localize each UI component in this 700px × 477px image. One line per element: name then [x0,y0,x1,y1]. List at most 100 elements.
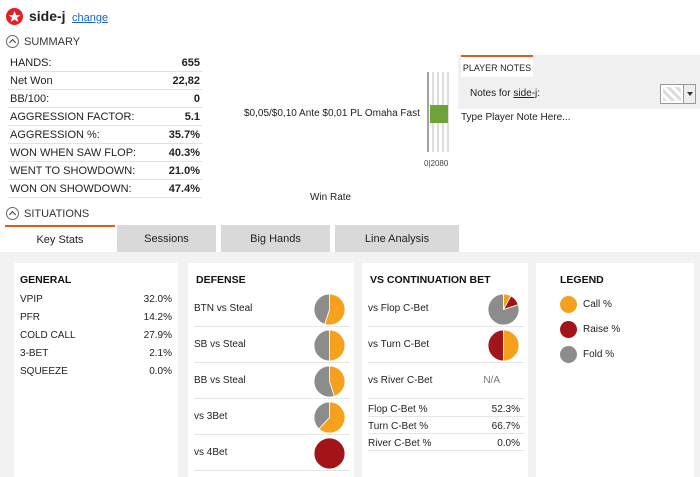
cbet-title: VS CONTINUATION BET [370,274,491,286]
general-row: 3-BET 2.1% [20,348,172,359]
defense-label: SB vs Steal [194,339,246,350]
cbet-stat-value: 52.3% [491,403,520,415]
notes-for-name: side-j [513,88,538,99]
legend-item-raise: Raise % [560,321,620,338]
cbet-label: vs River C-Bet [368,375,433,386]
cbet-stat-value: 0.0% [497,437,520,449]
pie-slice-raise [487,329,504,362]
cbet-label: vs Flop C-Bet [368,303,429,314]
stat-value: 0.0% [149,366,172,377]
summary-value: 0 [193,92,200,105]
defense-pie-chart [313,437,346,470]
pie-slice-fold [313,365,335,398]
summary-section-header[interactable]: SUMMARY [6,35,80,48]
tab-big-hands[interactable]: Big Hands [221,225,330,252]
general-row: COLD CALL 27.9% [20,330,172,341]
pie-slice-call [503,329,520,362]
stat-value: 32.0% [143,294,172,305]
legend-title: LEGEND [560,274,604,286]
stat-value: 14.2% [143,312,172,323]
stat-label: COLD CALL [20,330,76,341]
summary-row: AGGRESSION FACTOR: 5.1 [8,108,202,126]
note-color-dropdown[interactable] [660,84,696,104]
pie-slice-fold [313,293,330,325]
call-color-dot [560,296,577,313]
pie-slice-fold [313,401,330,430]
legend-item-fold: Fold % [560,346,614,363]
defense-label: vs 4Bet [194,447,228,458]
pie-slice-call [318,401,346,434]
collapse-chevron-icon[interactable] [6,35,19,48]
cbet-stat-label: Turn C-Bet % [368,420,429,432]
summary-row: WON ON SHOWDOWN: 47.4% [8,180,202,198]
general-row: VPIP 32.0% [20,294,172,305]
defense-row: BB vs Steal [194,363,350,399]
summary-label: AGGRESSION %: [10,128,100,141]
cbet-stat-value: 66.7% [491,420,520,432]
notes-for-suffix: : [537,88,541,99]
pie-slice-fold [487,293,520,326]
stat-label: 3-BET [20,348,49,359]
pie-slice-call [329,365,346,397]
general-row: SQUEEZE 0.0% [20,366,172,377]
defense-title: DEFENSE [196,274,246,286]
cbet-row: vs River C-Bet N/A [368,363,524,399]
fold-color-dot [560,346,577,363]
cbet-stat-row: Flop C-Bet % 52.3% [368,402,524,417]
defense-row: BTN vs Steal [194,291,350,327]
summary-row: BB/100: 0 [8,90,202,108]
pokerstars-logo-icon [6,8,23,25]
cbet-stat-row: River C-Bet % 0.0% [368,436,524,451]
summary-value: 5.1 [184,110,200,123]
tab-sessions[interactable]: Sessions [117,225,216,252]
situations-title: SITUATIONS [24,207,90,220]
summary-label: AGGRESSION FACTOR: [10,110,135,123]
summary-label: WON WHEN SAW FLOP: [10,146,137,159]
defense-row: vs 3Bet [194,399,350,435]
summary-row: HANDS: 655 [8,54,202,72]
cbet-stat-label: Flop C-Bet % [368,403,428,415]
pie-slice-raise [313,437,346,470]
summary-row: Net Won 22,82 [8,72,202,90]
defense-label: BTN vs Steal [194,303,253,314]
pie-slice-fold [313,329,330,362]
stat-label: VPIP [20,294,43,305]
cbet-pie-chart [487,293,520,326]
summary-value: 40.3% [168,146,200,159]
chevron-down-icon[interactable] [683,85,695,103]
stakes-label: $0,05/$0,10 Ante $0,01 PL Omaha Fast [244,108,420,119]
general-title: GENERAL [20,274,72,286]
stat-label: SQUEEZE [20,366,68,377]
legend-label: Call % [583,299,612,310]
summary-label: Net Won [10,74,53,87]
stat-label: PFR [20,312,40,323]
situations-section-header[interactable]: SITUATIONS [6,207,89,220]
stat-value: 2.1% [149,348,172,359]
notes-for-prefix: Notes for [470,88,514,99]
player-note-input[interactable]: Type Player Note Here... [458,109,700,202]
defense-label: vs 3Bet [194,411,228,422]
cbet-row: vs Turn C-Bet [368,327,524,363]
win-rate-label: Win Rate [310,192,352,203]
not-available-text: N/A [483,375,500,386]
general-panel: GENERAL VPIP 32.0% PFR 14.2% COLD CALL 27.9… [14,263,178,477]
tab-key-stats[interactable]: Key Stats [5,225,115,252]
cbet-pie-chart [487,329,520,362]
defense-row: SB vs Steal [194,327,350,363]
summary-label: WENT TO SHOWDOWN: [10,164,136,177]
legend-panel: LEGEND Call % Raise % Fold % [536,263,694,477]
summary-value: 655 [181,56,200,69]
cbet-label: vs Turn C-Bet [368,339,430,350]
collapse-chevron-icon[interactable] [6,207,19,220]
cbet-stat-row: Turn C-Bet % 66.7% [368,419,524,434]
raise-color-dot [560,321,577,338]
summary-label: WON ON SHOWDOWN: [10,182,132,195]
summary-row: AGGRESSION %: 35.7% [8,126,202,144]
change-player-link[interactable]: change [72,12,109,24]
tab-player-notes[interactable]: PLAYER NOTES [461,55,533,77]
summary-row: WENT TO SHOWDOWN: 21.0% [8,162,202,180]
summary-value: 35.7% [168,128,200,141]
tab-line-analysis[interactable]: Line Analysis [335,225,459,252]
win-rate-chart: 0|2080 [424,72,456,168]
cbet-row: vs Flop C-Bet [368,291,524,327]
